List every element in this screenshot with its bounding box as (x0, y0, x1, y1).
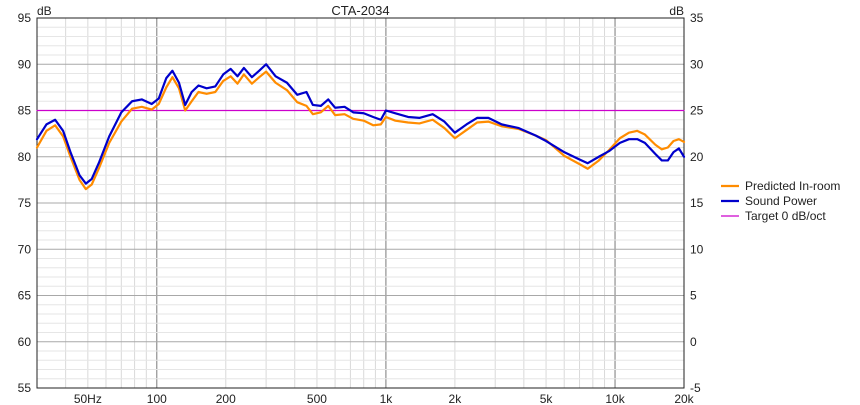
y-tick-left: 55 (18, 381, 32, 395)
y-axis-label-right: dB (669, 4, 684, 18)
y-tick-right: 25 (690, 104, 704, 118)
series-line-sound-power (35, 63, 686, 185)
x-tick-label: 5k (540, 392, 554, 405)
y-tick-left: 80 (18, 150, 32, 164)
y-tick-left: 70 (18, 242, 32, 256)
x-tick-label: 100 (147, 392, 167, 405)
series-layer (35, 63, 686, 191)
y-tick-left: 60 (18, 335, 32, 349)
x-tick-label: 1k (380, 392, 394, 405)
y-tick-right: 15 (690, 196, 704, 210)
y-tick-left: 85 (18, 104, 32, 118)
x-tick-label: 2k (449, 392, 463, 405)
x-tick-label: 500 (307, 392, 327, 405)
chart-title: CTA-2034 (331, 3, 389, 18)
plot-frame (36, 17, 685, 389)
legend-label: Target 0 dB/oct (745, 209, 826, 223)
y-tick-left: 95 (18, 11, 32, 25)
y-tick-left: 65 (18, 289, 32, 303)
x-tick-label: 10k (605, 392, 625, 405)
y-tick-right: 5 (690, 289, 697, 303)
y-tick-left: 75 (18, 196, 32, 210)
tick-labels: 55 60 65 70 75 80 85 90 95 -5 0 5 10 15 20 25 30 35 50Hz 10… (18, 11, 704, 405)
y-tick-right: 10 (690, 242, 704, 256)
y-tick-right: 35 (690, 11, 704, 25)
y-tick-right: 30 (690, 57, 704, 71)
grid-lines (37, 18, 684, 388)
legend-label: Sound Power (745, 194, 817, 208)
y-tick-right: -5 (690, 381, 701, 395)
y-tick-right: 0 (690, 335, 697, 349)
series-line-predicted-in-room (35, 70, 686, 191)
y-tick-left: 90 (18, 57, 32, 71)
legend-label: Predicted In-room (745, 179, 840, 193)
y-axis-label-left: dB (37, 4, 52, 18)
x-tick-label: 200 (216, 392, 236, 405)
y-tick-right: 20 (690, 150, 704, 164)
x-tick-label: 20k (674, 392, 694, 405)
x-tick-label: 50Hz (74, 392, 102, 405)
